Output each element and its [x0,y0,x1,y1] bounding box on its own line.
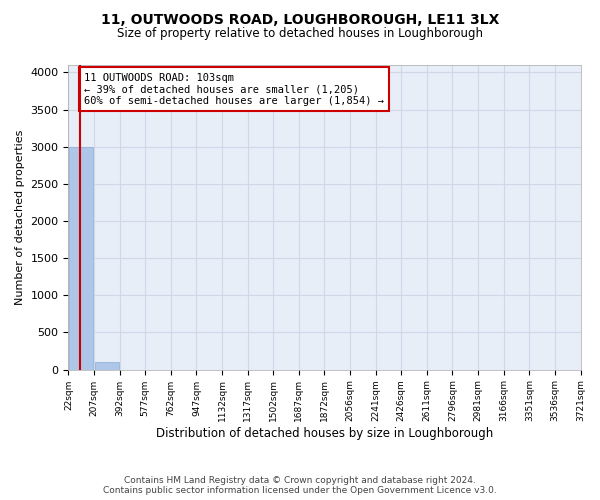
Text: 11, OUTWOODS ROAD, LOUGHBOROUGH, LE11 3LX: 11, OUTWOODS ROAD, LOUGHBOROUGH, LE11 3L… [101,12,499,26]
Text: Size of property relative to detached houses in Loughborough: Size of property relative to detached ho… [117,28,483,40]
X-axis label: Distribution of detached houses by size in Loughborough: Distribution of detached houses by size … [156,427,493,440]
Text: 11 OUTWOODS ROAD: 103sqm
← 39% of detached houses are smaller (1,205)
60% of sem: 11 OUTWOODS ROAD: 103sqm ← 39% of detach… [84,72,384,106]
Bar [95,362,119,370]
Y-axis label: Number of detached properties: Number of detached properties [15,130,25,305]
Bar [69,146,94,370]
Text: Contains HM Land Registry data © Crown copyright and database right 2024.
Contai: Contains HM Land Registry data © Crown c… [103,476,497,495]
